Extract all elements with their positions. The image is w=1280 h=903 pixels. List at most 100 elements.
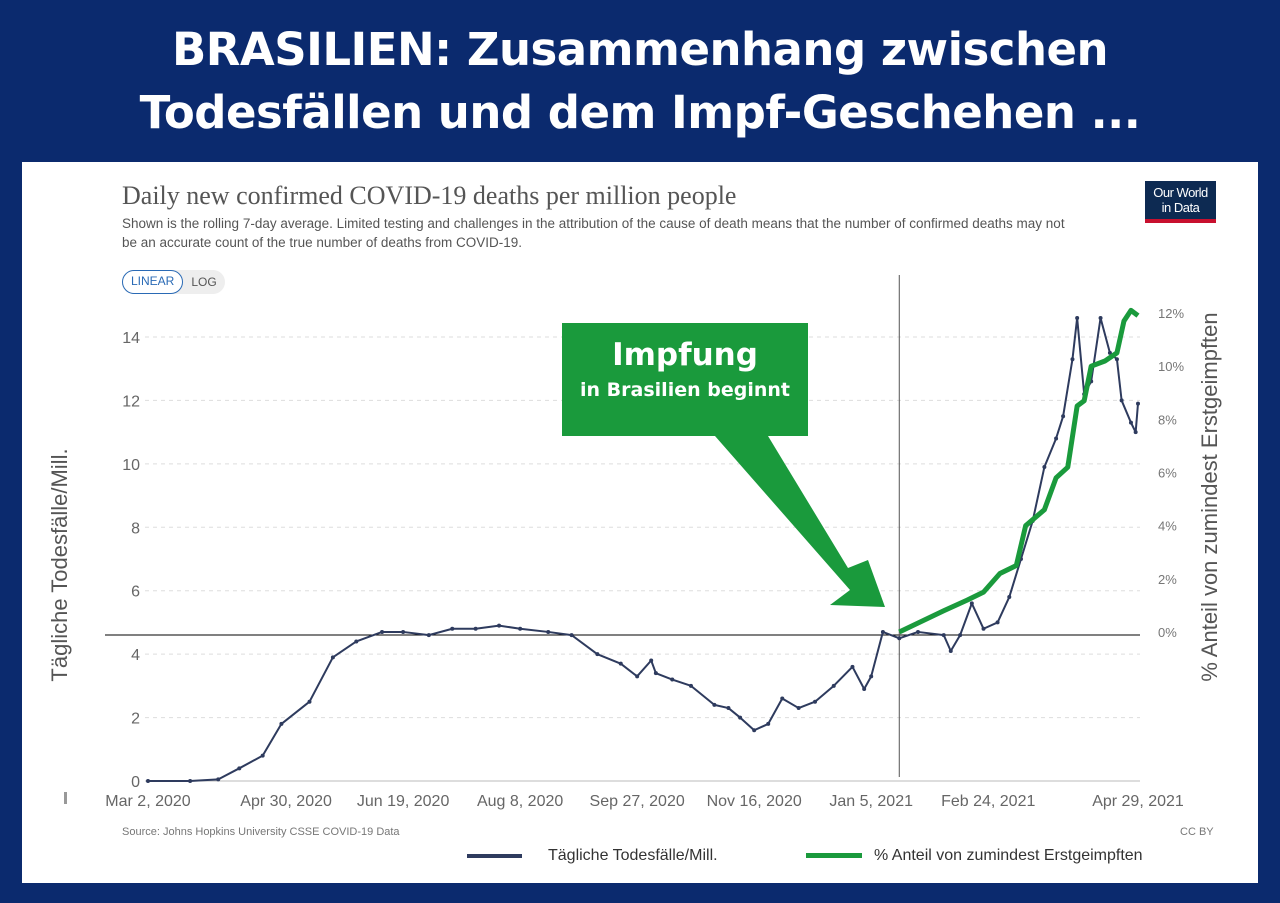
deaths-point	[995, 620, 1000, 625]
linear-button[interactable]: LINEAR	[122, 270, 184, 294]
deaths-point	[766, 721, 771, 726]
legend-item-deaths[interactable]: Tägliche Todesfälle/Mill.	[467, 847, 718, 865]
legend-swatch-vaccinated	[806, 853, 862, 859]
scale-toggle: LINEAR LOG	[122, 270, 225, 294]
logo-line-2: in Data	[1161, 200, 1200, 215]
deaths-point	[595, 652, 600, 657]
license-note[interactable]: CC BY	[1180, 826, 1214, 838]
y-right-tick-label: 4%	[1158, 519, 1177, 534]
deaths-point	[518, 626, 523, 631]
deaths-point	[1070, 357, 1075, 362]
deaths-point	[497, 623, 502, 628]
deaths-point	[1007, 595, 1012, 600]
deaths-point	[780, 696, 785, 701]
x-tick-label: Mar 2, 2020	[105, 793, 190, 810]
logo-line-1: Our World	[1153, 185, 1208, 200]
annotation-subtitle: in Brasilien beginnt	[580, 379, 790, 401]
deaths-point	[426, 633, 431, 638]
headline-line-2: Todesfällen und dem Impf-Geschehen ...	[139, 86, 1141, 139]
deaths-point	[649, 658, 654, 663]
deaths-point	[1133, 430, 1138, 435]
deaths-point	[307, 699, 312, 704]
deaths-point	[216, 777, 221, 782]
deaths-point	[146, 779, 150, 783]
legend-item-vaccinated[interactable]: % Anteil von zumindest Erstgeimpften	[806, 847, 1143, 865]
deaths-point	[188, 779, 193, 783]
deaths-point	[1042, 465, 1047, 470]
y-tick-label: 14	[122, 330, 140, 347]
y-right-tick-label: 8%	[1158, 412, 1177, 427]
deaths-point	[869, 674, 874, 679]
annotation-arrow-icon	[715, 436, 885, 607]
x-tick-label: Jan 5, 2021	[829, 793, 913, 810]
x-tick-label: Jun 19, 2020	[357, 793, 450, 810]
deaths-point	[969, 601, 974, 606]
deaths-point	[796, 706, 801, 711]
deaths-point	[1075, 315, 1080, 320]
deaths-point	[635, 674, 640, 679]
headline: BRASILIEN: Zusammenhang zwischen Todesfä…	[0, 18, 1280, 144]
deaths-point	[569, 633, 574, 638]
x-tick-label: Aug 8, 2020	[477, 793, 563, 810]
annotation-title: Impfung	[612, 337, 758, 373]
source-note[interactable]: Source: Johns Hopkins University CSSE CO…	[122, 826, 400, 838]
deaths-point	[981, 626, 986, 631]
y-tick-label: 8	[131, 520, 140, 537]
deaths-point	[738, 715, 743, 720]
deaths-point	[712, 702, 717, 707]
deaths-point	[450, 626, 455, 631]
deaths-point	[618, 661, 623, 666]
deaths-point	[1136, 401, 1140, 406]
deaths-point	[813, 699, 818, 704]
y-right-tick-label: 2%	[1158, 572, 1177, 587]
deaths-point	[850, 664, 855, 669]
vaccination-annotation: Impfung in Brasilien beginnt	[562, 323, 808, 436]
log-button[interactable]: LOG	[191, 275, 217, 289]
x-tick-label: Apr 30, 2020	[240, 793, 332, 810]
deaths-point	[688, 683, 693, 688]
deaths-point	[958, 633, 963, 638]
axis-handle-icon	[64, 792, 67, 804]
deaths-point	[653, 671, 658, 676]
owid-logo[interactable]: Our World in Data	[1145, 181, 1216, 223]
chart-card	[22, 162, 1258, 883]
y-right-tick-label: 0%	[1158, 625, 1177, 640]
deaths-point	[948, 648, 953, 653]
legend-swatch-deaths	[467, 853, 522, 858]
deaths-point	[473, 626, 478, 631]
deaths-point	[279, 721, 284, 726]
deaths-point	[237, 766, 242, 771]
x-tick-label: Feb 24, 2021	[941, 793, 1035, 810]
y-axis-label-left: Tägliche Todesfälle/Mill.	[47, 448, 72, 682]
deaths-point	[401, 629, 406, 634]
deaths-point	[752, 728, 757, 733]
deaths-point	[1098, 315, 1103, 320]
headline-line-1: BRASILIEN: Zusammenhang zwischen	[171, 23, 1109, 76]
x-tick-label: Nov 16, 2020	[707, 793, 802, 810]
x-tick-label: Sep 27, 2020	[590, 793, 685, 810]
x-tick-label: Apr 29, 2021	[1092, 793, 1184, 810]
deaths-point	[941, 633, 946, 638]
deaths-point	[1128, 420, 1133, 425]
y-tick-label: 4	[131, 647, 140, 664]
chart-title: Daily new confirmed COVID-19 deaths per …	[122, 181, 737, 210]
y-tick-label: 10	[122, 457, 140, 474]
chart-subtitle: Shown is the rolling 7-day average. Limi…	[122, 216, 1065, 250]
y-axis-label-right: % Anteil von zumindest Erstgeimpften	[1197, 312, 1222, 682]
deaths-point	[916, 629, 920, 634]
deaths-point	[354, 639, 359, 644]
deaths-point	[1119, 398, 1124, 403]
deaths-point	[546, 629, 551, 634]
y-tick-label: 2	[131, 711, 140, 728]
deaths-point	[670, 677, 675, 682]
y-tick-label: 12	[122, 393, 140, 410]
y-right-tick-label: 10%	[1158, 359, 1184, 374]
deaths-point	[1114, 357, 1119, 362]
y-right-tick-label: 12%	[1158, 306, 1184, 321]
legend-label-deaths: Tägliche Todesfälle/Mill.	[548, 847, 718, 864]
y-tick-label: 6	[131, 584, 140, 601]
deaths-point	[1054, 436, 1059, 441]
y-tick-label: 0	[131, 774, 140, 791]
deaths-point	[880, 629, 885, 634]
